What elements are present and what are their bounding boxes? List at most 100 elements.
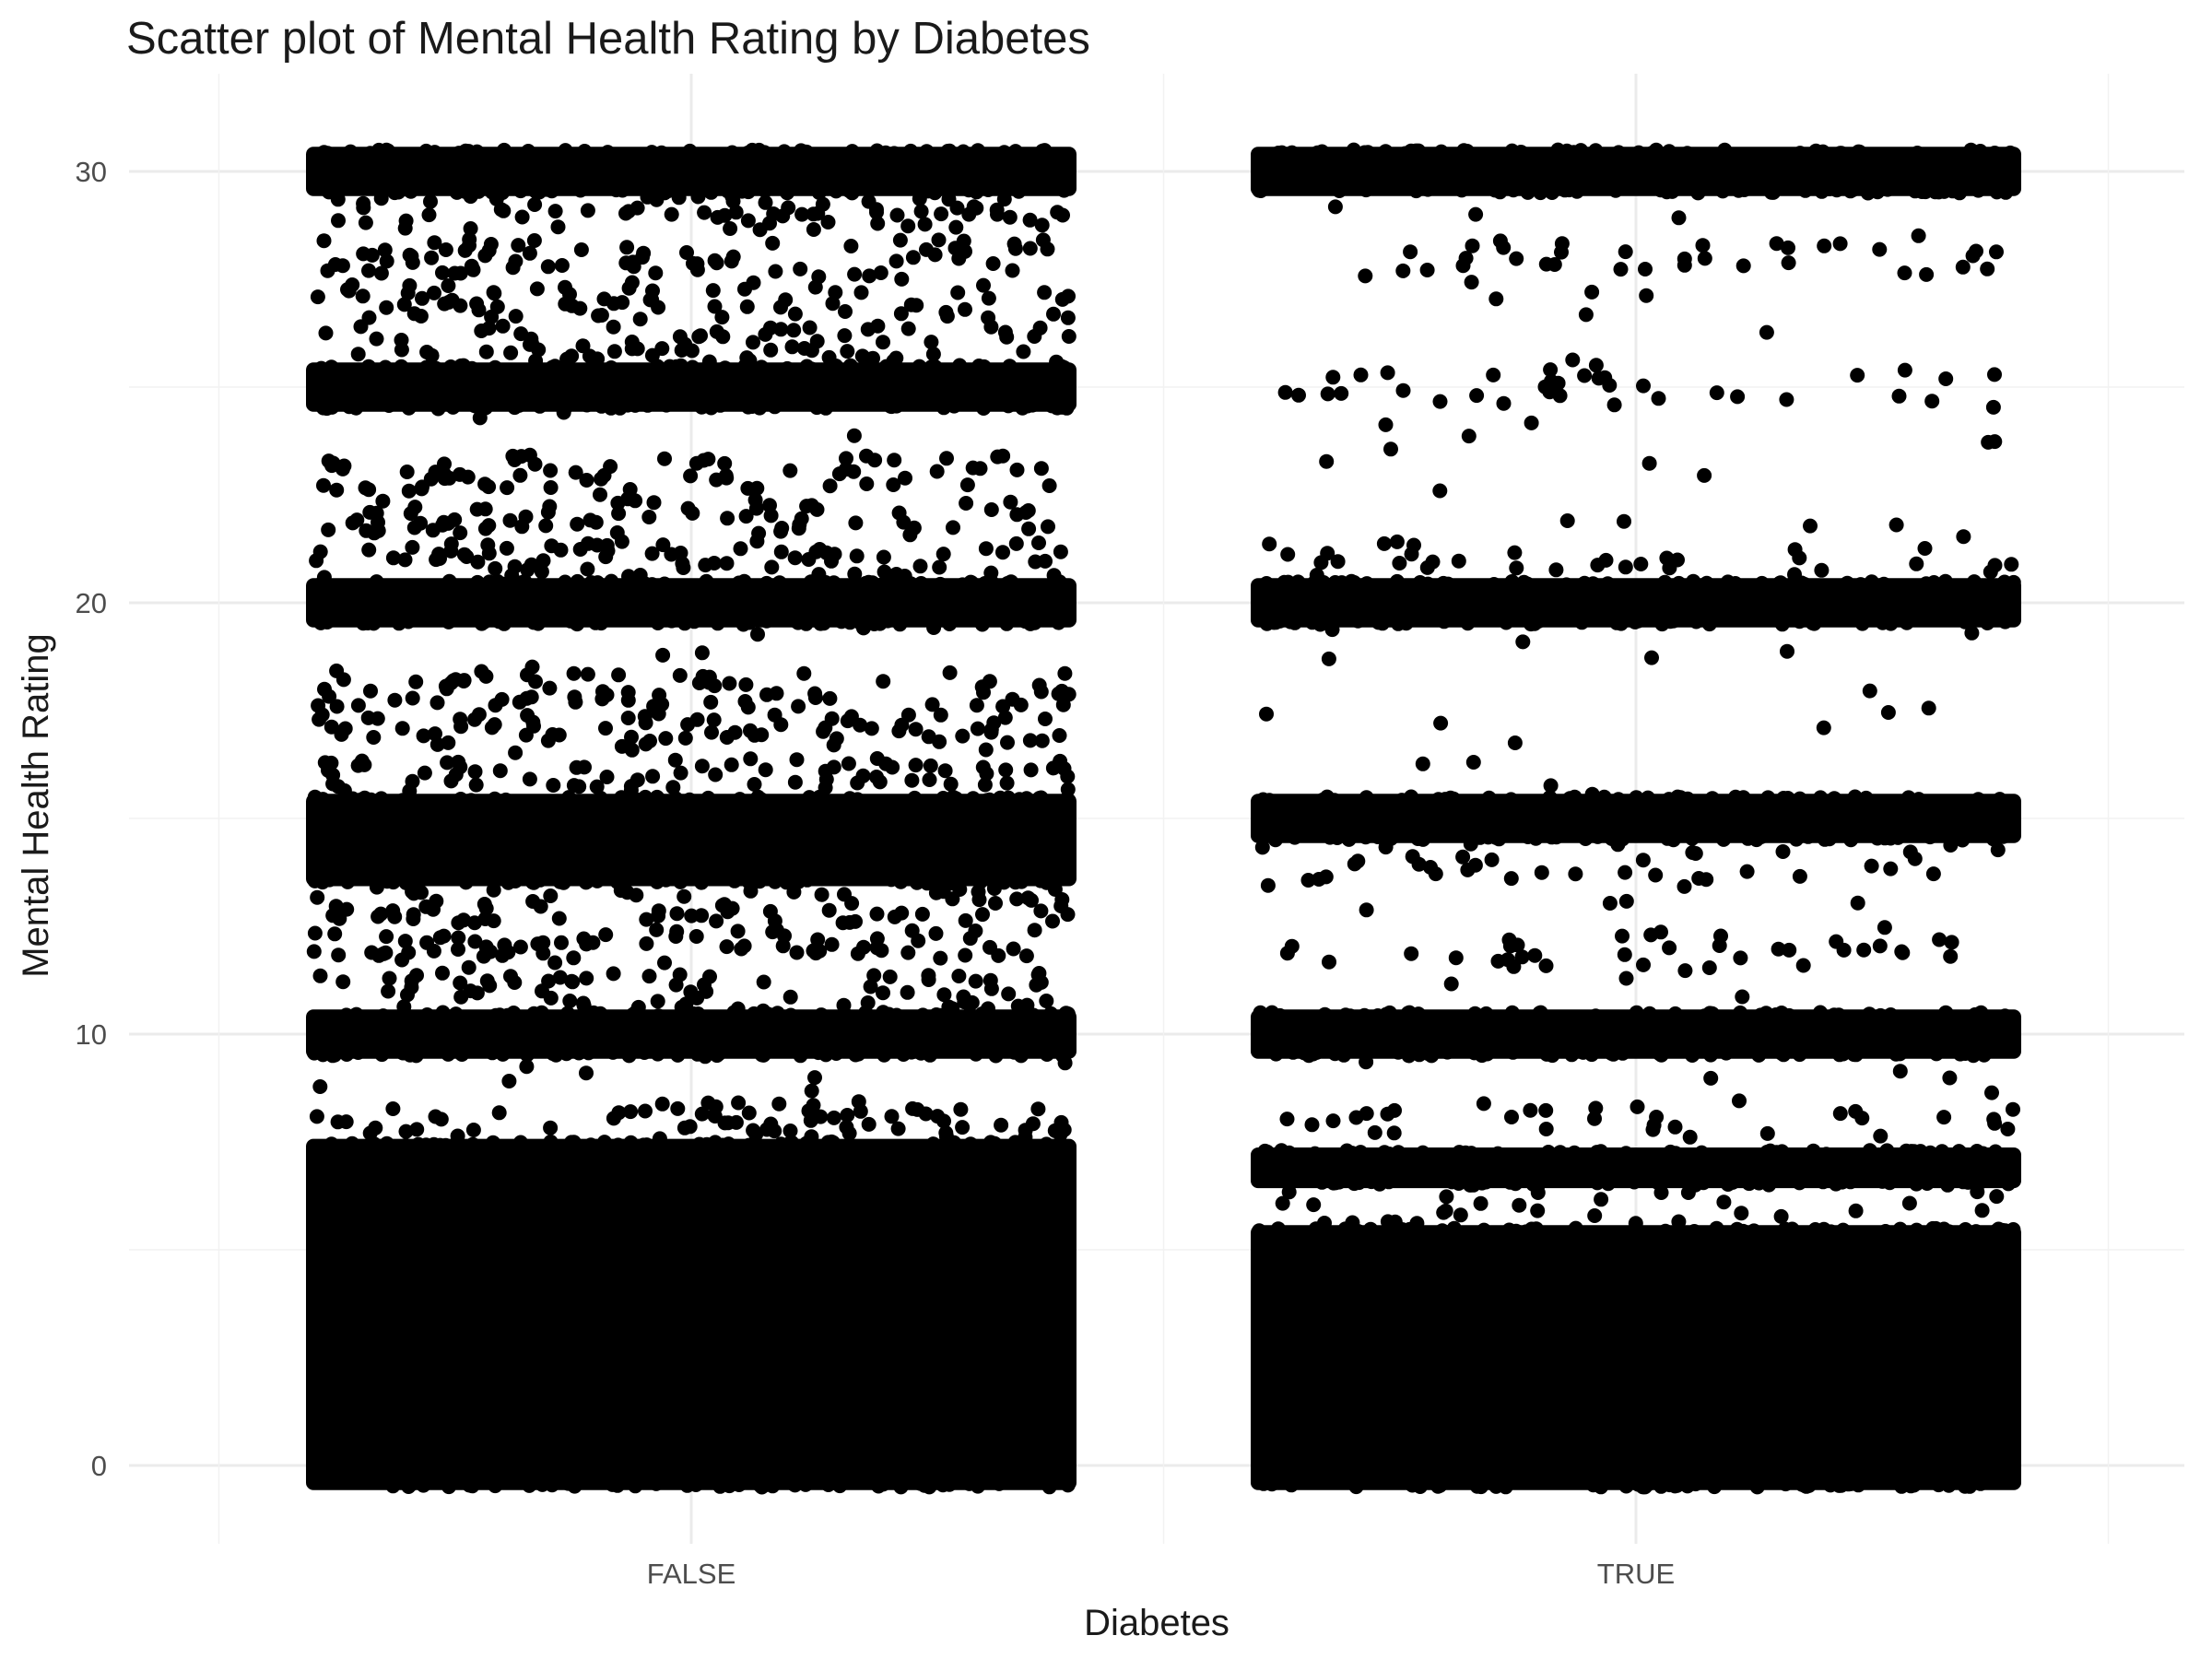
data-point — [951, 969, 967, 983]
data-point — [759, 613, 774, 629]
data-point — [682, 143, 698, 159]
data-point — [1877, 920, 1892, 935]
data-point — [548, 359, 563, 374]
data-point — [508, 253, 524, 269]
data-point — [1652, 1046, 1667, 1062]
data-point — [593, 487, 607, 502]
data-point — [771, 1096, 787, 1112]
data-point — [560, 1476, 576, 1491]
data-point — [747, 777, 762, 792]
data-point — [1047, 1123, 1063, 1138]
data-point — [594, 308, 609, 323]
data-point — [1041, 1479, 1057, 1495]
data-point — [559, 1006, 575, 1021]
data-point — [719, 556, 735, 571]
data-point — [307, 873, 323, 888]
data-point — [1403, 244, 1418, 260]
data-point — [477, 501, 493, 517]
data-point — [826, 1110, 841, 1125]
data-point — [472, 410, 488, 426]
data-point — [579, 971, 594, 986]
data-point — [419, 1007, 435, 1022]
data-point — [677, 616, 692, 631]
data-point — [655, 537, 671, 553]
data-point — [1412, 575, 1428, 590]
data-point — [1324, 622, 1340, 638]
data-point — [368, 1120, 383, 1135]
data-point — [322, 688, 337, 704]
data-point — [1821, 182, 1837, 196]
data-point — [439, 681, 454, 697]
data-point — [573, 242, 589, 257]
data-point — [423, 194, 438, 209]
data-point — [1022, 733, 1038, 748]
data-point — [892, 617, 908, 632]
data-point — [1504, 574, 1520, 589]
data-point — [464, 258, 479, 274]
data-point — [451, 942, 465, 957]
data-point — [754, 792, 770, 807]
data-point — [1593, 1144, 1608, 1159]
data-point — [684, 908, 700, 924]
data-point — [575, 995, 591, 1011]
data-point — [1629, 1005, 1644, 1020]
data-point — [1778, 1477, 1794, 1492]
data-point — [1456, 143, 1472, 159]
data-point — [532, 398, 547, 414]
data-point — [324, 719, 339, 735]
data-point — [603, 459, 618, 475]
data-point — [1733, 1005, 1748, 1020]
data-point — [1275, 1144, 1290, 1159]
data-point — [709, 913, 724, 929]
data-point — [1045, 913, 1060, 929]
data-point — [670, 1047, 686, 1063]
data-point — [913, 204, 929, 219]
data-point — [1816, 1174, 1830, 1190]
data-point — [579, 1065, 594, 1081]
data-point — [1348, 1110, 1364, 1125]
data-point — [626, 259, 641, 275]
data-point — [1584, 284, 1600, 300]
data-point — [1662, 940, 1677, 956]
data-point — [1280, 574, 1296, 590]
data-point — [1919, 266, 1935, 282]
data-point — [750, 627, 765, 642]
data-point — [1707, 1479, 1723, 1495]
data-point — [1358, 268, 1373, 284]
data-point — [1503, 792, 1519, 807]
data-point — [551, 911, 567, 926]
data-point — [846, 428, 862, 443]
data-point — [543, 1120, 559, 1135]
data-point — [1007, 144, 1023, 159]
data-point — [528, 353, 544, 369]
data-point — [838, 304, 853, 319]
data-point — [913, 576, 929, 591]
data-point — [1807, 1222, 1823, 1237]
data-point — [307, 925, 323, 941]
data-point — [492, 763, 508, 779]
data-point — [1754, 575, 1770, 591]
data-point — [752, 874, 768, 889]
data-point — [589, 779, 605, 794]
data-point — [1587, 1111, 1602, 1126]
data-point — [722, 676, 737, 691]
data-point — [813, 616, 829, 631]
data-point — [609, 525, 625, 540]
data-point — [848, 913, 863, 929]
data-point — [456, 547, 472, 562]
data-point — [1892, 1064, 1908, 1079]
data-point — [769, 686, 784, 701]
data-point — [632, 312, 648, 327]
data-point — [497, 803, 512, 818]
data-point — [933, 950, 948, 966]
data-point — [526, 718, 541, 734]
data-point — [1892, 1046, 1908, 1062]
data-point — [645, 769, 661, 784]
data-point — [547, 955, 563, 971]
data-point — [746, 335, 760, 350]
data-point — [316, 570, 332, 585]
data-point — [1284, 938, 1300, 954]
data-point — [1446, 1220, 1462, 1236]
data-point — [324, 1136, 339, 1152]
data-point — [912, 1476, 928, 1491]
